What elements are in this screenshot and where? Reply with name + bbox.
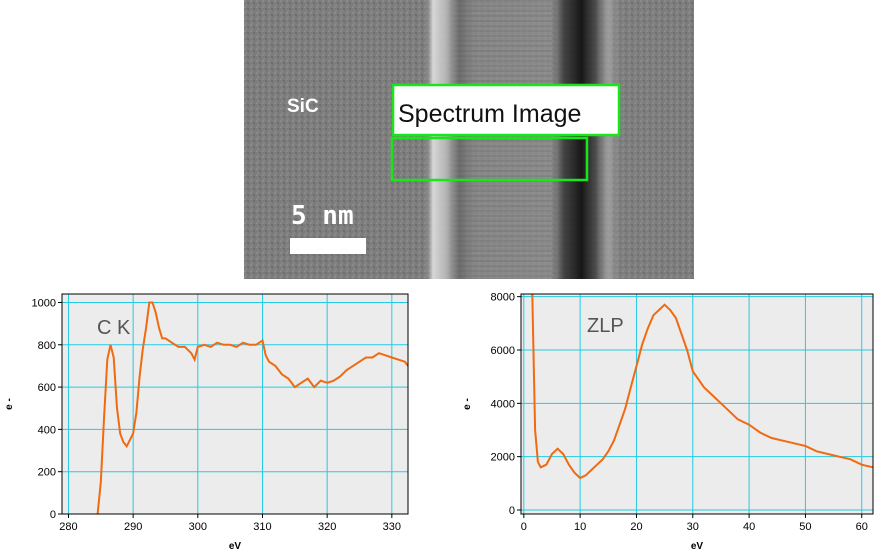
- spectrum-image-label-box: [391, 83, 621, 137]
- y-tick-label: 0: [509, 505, 515, 517]
- x-tick-label: 0: [521, 521, 527, 533]
- y-tick-label: 400: [38, 424, 56, 436]
- x-tick-label: 60: [856, 521, 868, 533]
- spectrum-region-outline: [390, 136, 589, 182]
- x-tick-label: 290: [124, 521, 142, 533]
- y-tick-label: 200: [38, 467, 56, 479]
- series-line: [531, 293, 874, 480]
- x-tick-label: 310: [253, 521, 271, 533]
- x-tick-label: 280: [59, 521, 77, 533]
- material-label: SiC: [287, 96, 319, 117]
- y-tick-label: 4000: [491, 398, 515, 410]
- x-tick-label: 50: [799, 521, 811, 533]
- x-tick-label: 330: [383, 521, 401, 533]
- chart-annotation: C K: [97, 317, 131, 339]
- x-tick-label: 20: [630, 521, 642, 533]
- x-tick-label: 300: [189, 521, 207, 533]
- x-axis-label: eV: [229, 541, 242, 552]
- plot-frame: [61, 293, 409, 515]
- series-line: [96, 301, 409, 515]
- x-tick-label: 40: [743, 521, 755, 533]
- y-tick-label: 6000: [491, 345, 515, 357]
- scalebar-label: 5 nm: [291, 201, 354, 231]
- y-tick-label: 600: [38, 382, 56, 394]
- chart-annotation: ZLP: [587, 315, 624, 337]
- plot-area: [521, 294, 873, 514]
- x-tick-label: 320: [318, 521, 336, 533]
- x-tick-label: 30: [687, 521, 699, 533]
- y-axis-label: e -: [462, 398, 473, 410]
- y-tick-label: 800: [38, 340, 56, 352]
- y-tick-label: 1000: [32, 297, 56, 309]
- spectrum-image-label: Spectrum Image: [398, 100, 581, 128]
- y-axis-label: e -: [4, 398, 15, 410]
- y-tick-label: 8000: [491, 292, 515, 304]
- x-tick-label: 10: [574, 521, 586, 533]
- tem-micrograph: SiC Spectrum Image 5 nm: [244, 0, 694, 279]
- plot-area: [62, 294, 408, 514]
- plot-frame: [520, 293, 874, 515]
- x-axis-label: eV: [691, 541, 704, 552]
- y-tick-label: 0: [50, 509, 56, 521]
- zlp-chart: 0 10 20 30 40 50 60 0 2000 4000 6000 8000 ZLP eV e …: [462, 292, 874, 552]
- scalebar: [290, 238, 366, 254]
- y-tick-label: 2000: [491, 452, 515, 464]
